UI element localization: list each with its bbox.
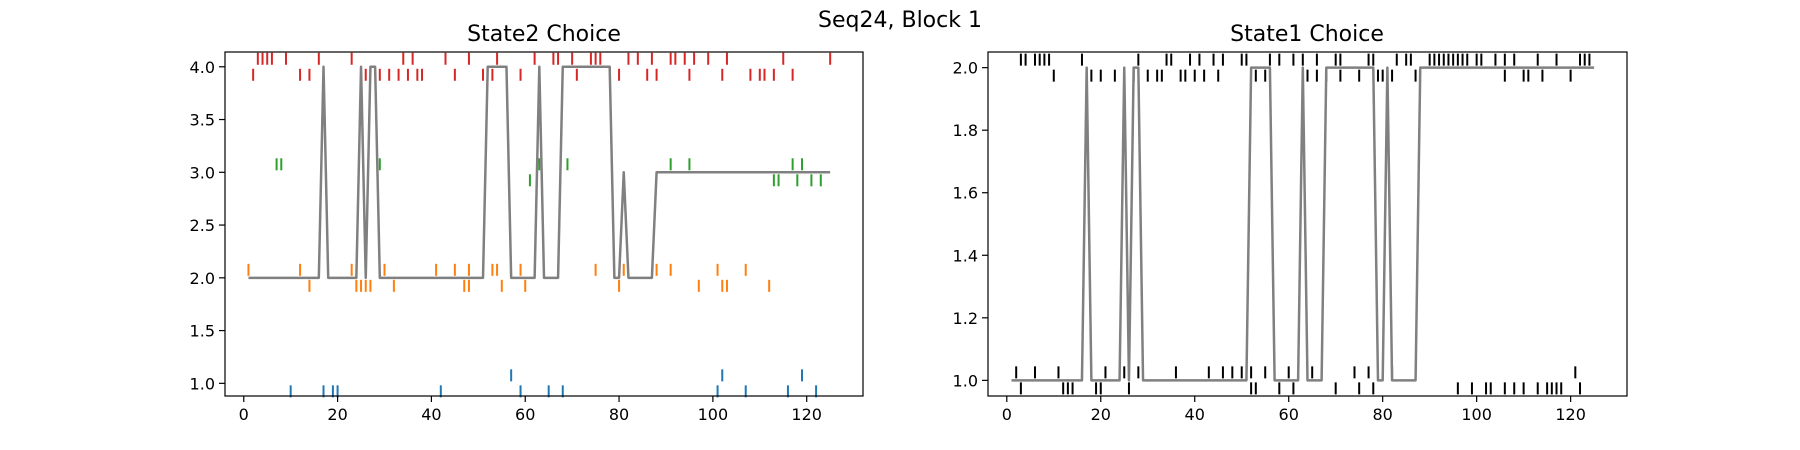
y-tick-label: 3.0 bbox=[190, 163, 215, 182]
y-tick-label: 2.5 bbox=[190, 216, 215, 235]
figure-title: Seq24, Block 1 bbox=[818, 8, 982, 33]
y-tick-label: 1.8 bbox=[953, 121, 978, 140]
y-tick-label: 1.0 bbox=[190, 374, 215, 393]
y-tick-label: 4.0 bbox=[190, 58, 215, 77]
x-tick-label: 20 bbox=[1091, 405, 1111, 424]
x-tick-label: 60 bbox=[1279, 405, 1299, 424]
choice-line bbox=[248, 65, 831, 280]
x-tick-label: 100 bbox=[698, 405, 729, 424]
chart-title: State2 Choice bbox=[467, 22, 621, 47]
x-tick-label: 100 bbox=[1461, 405, 1492, 424]
y-tick-label: 1.2 bbox=[953, 309, 978, 328]
x-tick-label: 40 bbox=[421, 405, 441, 424]
x-tick-label: 80 bbox=[1372, 405, 1392, 424]
x-tick-label: 20 bbox=[327, 405, 347, 424]
y-tick-label: 3.5 bbox=[190, 111, 215, 130]
chart-state1-choice: State1 Choice 0 20 40 60 80 100 120 1.0 1.2 1.4 1.… bbox=[953, 22, 1628, 424]
chart-state2-choice: State2 Choice 0 20 40 60 80 100 120 1.0 1.5 2.0 2.… bbox=[190, 22, 864, 424]
x-tick-label: 0 bbox=[239, 405, 249, 424]
y-tick-label: 1.5 bbox=[190, 322, 215, 341]
chart-title: State1 Choice bbox=[1230, 22, 1384, 47]
x-tick-label: 80 bbox=[609, 405, 629, 424]
x-tick-label: 40 bbox=[1185, 405, 1205, 424]
x-tick-label: 120 bbox=[791, 405, 822, 424]
y-tick-label: 1.0 bbox=[953, 371, 978, 390]
x-tick-label: 0 bbox=[1002, 405, 1012, 424]
x-tick-label: 120 bbox=[1555, 405, 1586, 424]
choice-line bbox=[1011, 66, 1595, 382]
y-tick-label: 2.0 bbox=[190, 269, 215, 288]
y-tick-label: 1.6 bbox=[953, 184, 978, 203]
y-tick-label: 1.4 bbox=[953, 246, 978, 265]
plot-frame bbox=[224, 51, 864, 397]
plot-frame bbox=[987, 51, 1628, 397]
y-tick-label: 2.0 bbox=[953, 59, 978, 78]
x-tick-label: 60 bbox=[515, 405, 535, 424]
